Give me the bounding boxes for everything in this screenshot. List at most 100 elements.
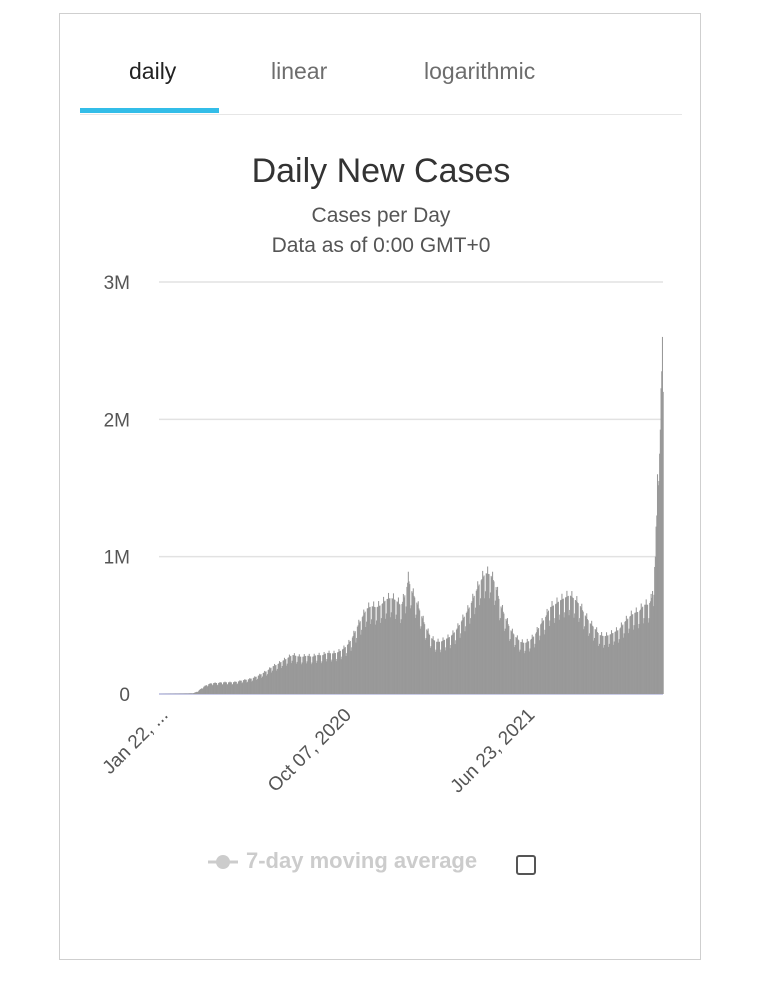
bar [442,637,444,694]
bar [630,615,632,694]
bar [526,638,528,694]
bar [466,611,468,694]
bar [274,663,276,694]
bar [429,634,431,694]
bar [504,631,506,694]
bar [405,606,407,694]
bar [377,606,379,694]
bar [593,640,595,694]
bar [290,655,292,694]
bar [343,645,345,694]
bar [373,601,375,694]
bar [309,656,311,694]
moving-average-checkbox[interactable] [516,855,536,875]
bar [271,672,273,694]
bar [366,608,368,694]
bar [487,566,489,694]
bar [431,638,433,694]
bar [383,601,385,694]
bar [255,676,257,694]
bar [429,647,431,694]
x-tick-label: Jun 23, 2021 [447,705,540,798]
bar [409,608,411,694]
bar [661,336,663,694]
bar [438,641,440,694]
bar [561,593,563,694]
bar [222,684,224,694]
bar [471,601,473,694]
bar [447,634,449,694]
bar [240,680,242,694]
bar [268,669,270,694]
bar [603,647,605,694]
bar [523,653,525,694]
bar [398,603,400,694]
bar [264,670,266,694]
bar [297,656,299,694]
bar [279,662,281,694]
bar [308,655,310,694]
bar [501,608,503,694]
bar [660,388,662,694]
bar [562,598,564,694]
bar [505,618,507,694]
bar [311,662,313,694]
bar [472,593,474,694]
bar [457,623,459,694]
bar [395,618,397,694]
bar [230,682,232,694]
bar [551,601,553,694]
bar [574,600,576,694]
bar [399,604,401,694]
bar [204,685,206,694]
bar [401,603,403,694]
bar [443,640,445,694]
bar [483,575,485,694]
bar [205,685,207,694]
bar [539,635,541,694]
bar [535,632,537,694]
bar [512,633,514,694]
bar [319,655,321,694]
bar [469,623,471,694]
chart-card: daily linear logarithmic Daily New Cases… [59,13,701,960]
bar [312,656,315,694]
bar [489,598,491,694]
bar [517,639,519,694]
bar [590,624,592,694]
bar [197,691,199,694]
bar [202,688,204,694]
bar [264,671,266,694]
bar [397,597,399,694]
bar [412,588,414,694]
bar [295,663,298,694]
bar [625,621,627,694]
bar [578,621,580,694]
bar [656,515,658,694]
bar [547,612,549,694]
bar [251,681,253,694]
bar [605,635,607,694]
bar [393,599,395,694]
bar [441,641,443,694]
bar [422,615,424,694]
bar [341,656,343,694]
bar [595,630,597,694]
bar [203,686,206,694]
bar [570,596,572,694]
bar [349,642,351,694]
bar [199,689,201,694]
bar [482,576,484,694]
bar [275,665,277,694]
bar [266,674,269,694]
bar [542,621,544,694]
bar [335,661,337,694]
bar [576,596,578,694]
tab-logarithmic[interactable]: logarithmic [424,58,536,84]
bar [460,621,462,694]
bar [531,634,533,694]
tab-daily[interactable]: daily [129,58,177,84]
tab-linear[interactable]: linear [271,58,328,84]
bar [610,630,613,694]
bar [524,650,526,694]
